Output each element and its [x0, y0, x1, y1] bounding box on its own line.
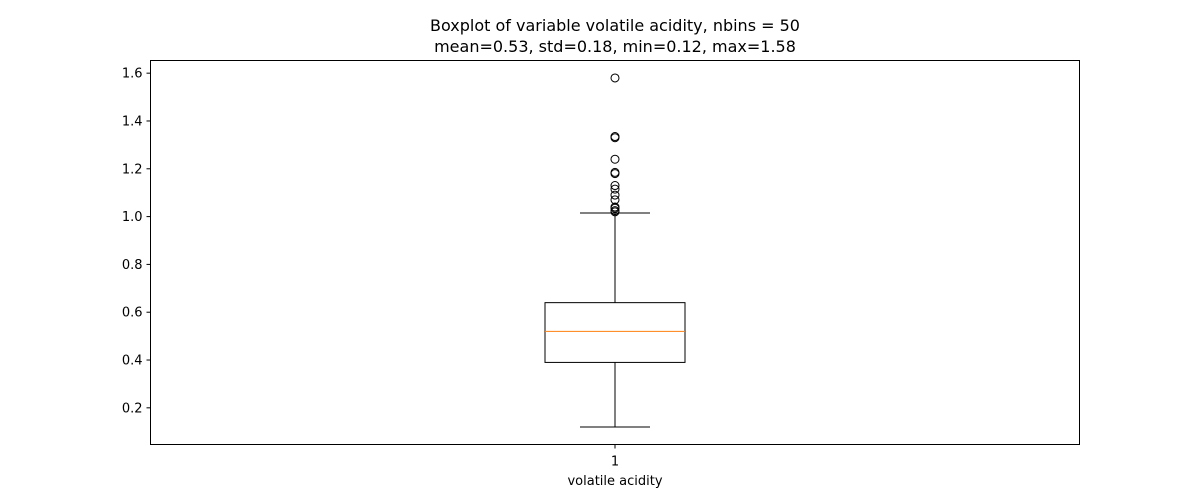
y-tick-label: 0.8 — [122, 258, 143, 273]
y-tick-label: 1.2 — [122, 162, 143, 177]
x-tick-label: 1 — [611, 455, 619, 470]
y-tick-label: 1.0 — [122, 210, 143, 225]
outlier-point — [610, 73, 620, 83]
x-axis: 1 — [611, 444, 619, 470]
y-tick-label: 0.6 — [122, 306, 143, 321]
chart-subtitle: mean=0.53, std=0.18, min=0.12, max=1.58 — [434, 37, 796, 56]
outlier-point — [610, 132, 620, 142]
y-tick-label: 1.4 — [122, 114, 143, 129]
outlier-point — [610, 206, 620, 216]
x-axis-label: volatile acidity — [567, 474, 662, 489]
iqr-box — [544, 302, 686, 363]
y-tick-label: 0.4 — [122, 354, 143, 369]
outlier-point — [610, 181, 620, 191]
outlier-point — [610, 190, 620, 200]
y-axis: 0.2 0.4 0.6 0.8 1.0 1.2 1.4 1.6 — [122, 67, 151, 416]
outlier-point — [610, 184, 620, 194]
outlier-point — [610, 202, 620, 212]
chart-title: Boxplot of variable volatile acidity, nb… — [430, 16, 800, 35]
outlier-point — [610, 167, 620, 177]
y-tick-label: 0.2 — [122, 401, 143, 416]
outlier-point — [610, 195, 620, 205]
outlier-point — [610, 154, 620, 164]
y-tick-label: 1.6 — [122, 67, 143, 82]
box-plot — [544, 73, 686, 428]
